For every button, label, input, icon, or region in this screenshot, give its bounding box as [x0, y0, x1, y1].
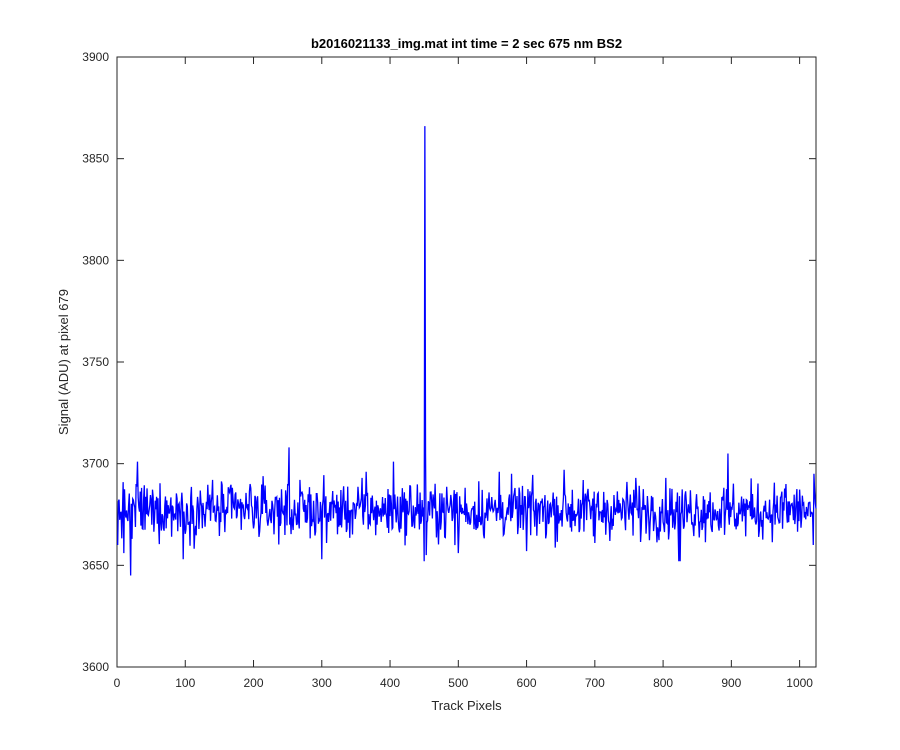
y-axis-label: Signal (ADU) at pixel 679	[56, 289, 71, 435]
y-tick-label: 3800	[82, 253, 109, 267]
chart-title: b2016021133_img.mat int time = 2 sec 675…	[311, 36, 622, 51]
axes-box	[116, 56, 817, 668]
x-axis-ticks: 0 100 200 300 400 500 600 700 800 900 1000	[114, 57, 813, 690]
x-tick-label: 200	[244, 676, 264, 690]
x-tick-label: 1000	[786, 676, 813, 690]
series-line	[117, 126, 817, 576]
y-tick-label: 3700	[82, 457, 109, 471]
y-tick-label: 3900	[82, 50, 109, 64]
y-tick-label: 3650	[82, 558, 109, 572]
y-tick-label: 3750	[82, 355, 109, 369]
y-tick-label: 3600	[82, 660, 109, 674]
x-tick-label: 900	[721, 676, 741, 690]
y-tick-label: 3850	[82, 152, 109, 166]
x-tick-label: 600	[517, 676, 537, 690]
x-tick-label: 700	[585, 676, 605, 690]
x-tick-label: 800	[653, 676, 673, 690]
y-axis-ticks: 3600 3650 3700 3750 3800 3850 3900	[82, 50, 816, 674]
x-tick-label: 0	[114, 676, 121, 690]
plot-area: 0 100 200 300 400 500 600 700 800 900 1000 3600 365…	[82, 50, 817, 690]
x-axis-label: Track Pixels	[431, 698, 502, 713]
x-tick-label: 100	[175, 676, 195, 690]
x-tick-label: 400	[380, 676, 400, 690]
x-tick-label: 500	[448, 676, 468, 690]
x-tick-label: 300	[312, 676, 332, 690]
